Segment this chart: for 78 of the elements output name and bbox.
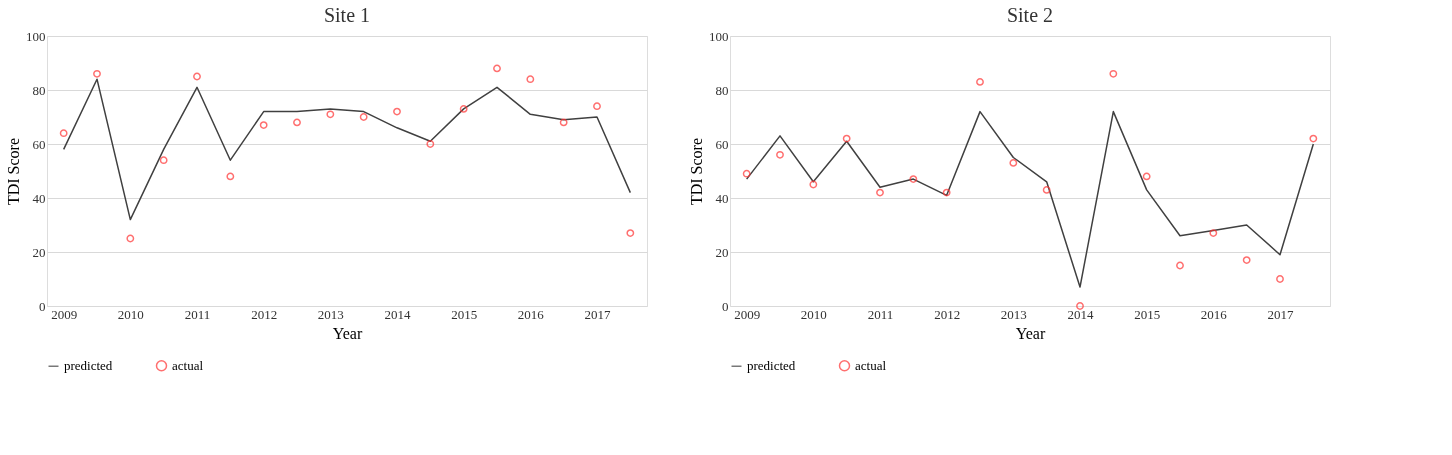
point (559, 118, 568, 127)
point (976, 77, 984, 86)
point (326, 110, 335, 119)
x-tick-label: 2017 (1267, 306, 1294, 322)
y-tick-label: 20 (32, 244, 46, 260)
point (1309, 134, 1318, 143)
legend-label: predicted (747, 358, 796, 374)
y-tick-label: 40 (715, 190, 729, 206)
y-tick-label: 60 (32, 136, 46, 152)
x-tick-label: 2010 (117, 306, 144, 322)
x-tick-label: 2011 (184, 306, 211, 322)
legend-label: predicted (64, 358, 113, 374)
point (1009, 158, 1018, 167)
legend-label: actual (172, 357, 204, 373)
point (1142, 172, 1151, 181)
point (1176, 261, 1184, 270)
y-tick-label: 80 (32, 82, 46, 98)
point (626, 229, 635, 238)
y-tick-label: 60 (715, 136, 729, 152)
point (93, 69, 101, 78)
y-tick-label: 100 (709, 28, 729, 44)
point (59, 129, 68, 138)
point (876, 188, 884, 197)
point (1242, 256, 1251, 265)
point (259, 121, 268, 130)
point (293, 118, 301, 127)
point (1042, 185, 1051, 194)
point (393, 107, 401, 116)
line-series (62, 78, 632, 221)
x-axis-title: Year (1015, 324, 1046, 342)
point (1109, 69, 1118, 78)
y-axis-title: TDI Score (5, 137, 22, 206)
x-tick-label: 2010 (800, 306, 827, 322)
point (459, 104, 468, 113)
point (1276, 275, 1284, 283)
point (809, 180, 818, 189)
y-tick-label: 100 (26, 28, 46, 44)
x-tick-label: 2009 (734, 306, 761, 322)
chart-title: Site 2 (1006, 4, 1054, 26)
line-series (745, 110, 1315, 288)
y-tick-label: 0 (722, 298, 729, 314)
x-tick-label: 2015 (451, 306, 478, 322)
point (126, 234, 135, 243)
x-tick-label: 2013 (317, 306, 344, 322)
point (909, 175, 918, 184)
point (1209, 229, 1218, 238)
point (226, 172, 235, 181)
point (159, 156, 168, 165)
x-tick-label: 2012 (251, 306, 278, 322)
point (776, 150, 784, 159)
legend-label: actual (855, 357, 887, 373)
point (526, 75, 535, 84)
y-tick-label: 80 (715, 82, 729, 98)
point (842, 134, 851, 143)
y-tick-label: 0 (39, 298, 46, 314)
x-tick-label: 2013 (1000, 306, 1027, 322)
x-tick-label: 2011 (867, 306, 894, 322)
chart-title: Site 1 (323, 4, 371, 26)
point (1076, 302, 1084, 310)
point (942, 188, 951, 197)
point (593, 102, 601, 111)
x-tick-label: 2016 (1200, 306, 1228, 322)
y-tick-label: 40 (32, 190, 46, 206)
point (193, 72, 201, 81)
x-tick-label: 2014 (384, 306, 411, 322)
point (493, 64, 501, 73)
x-tick-label: 2014 (1067, 306, 1094, 322)
point (426, 140, 435, 148)
x-tick-label: 2016 (517, 306, 545, 322)
x-tick-label: 2015 (1134, 306, 1161, 322)
x-tick-label: 2012 (934, 306, 961, 322)
x-axis-title: Year (332, 324, 363, 342)
x-tick-label: 2017 (584, 306, 611, 322)
point (359, 113, 368, 121)
point (742, 169, 751, 178)
y-tick-label: 20 (715, 244, 729, 260)
y-axis-title: TDI Score (688, 137, 705, 206)
x-tick-label: 2009 (51, 306, 78, 322)
